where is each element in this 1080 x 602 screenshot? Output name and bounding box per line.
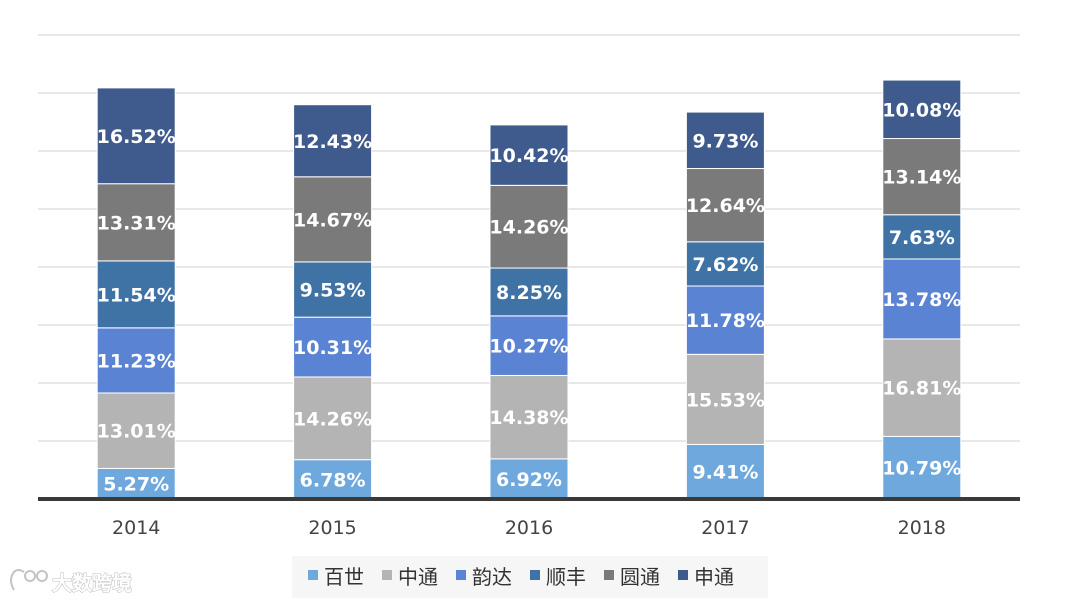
bars: 5.27% 13.01% 11.23% 11.54% 13.31% 16.52% 6.78%… <box>96 79 962 500</box>
bar-segment <box>882 138 962 216</box>
data-label: 14.67% <box>293 209 372 231</box>
legend-entry: 韵达 <box>472 565 512 589</box>
legend-swatch <box>382 570 392 580</box>
data-label: 16.81% <box>882 378 961 400</box>
legend-swatch <box>604 570 614 580</box>
legend-swatch <box>456 570 466 580</box>
data-label: 15.53% <box>686 389 765 411</box>
bar-segment <box>293 316 373 378</box>
x-tick-label: 2015 <box>308 517 356 539</box>
bar-segment <box>685 168 765 243</box>
data-label: 12.43% <box>293 131 372 153</box>
data-label: 10.08% <box>882 99 961 121</box>
data-label: 5.27% <box>103 474 169 496</box>
data-label: 13.31% <box>97 212 176 234</box>
bar-segment <box>685 285 765 355</box>
data-label: 14.26% <box>489 217 568 239</box>
bar-segment <box>96 260 176 329</box>
legend-entry: 申通 <box>694 565 734 589</box>
bar-segment <box>293 376 373 461</box>
bar-segment <box>882 258 962 340</box>
x-tick-labels: 2014 2015 2016 2017 2018 <box>112 517 946 539</box>
bar-segment <box>489 124 569 186</box>
bar-segment <box>96 183 176 262</box>
x-tick-label: 2018 <box>898 517 946 539</box>
data-label: 10.79% <box>882 458 961 480</box>
bar-segment <box>96 327 176 394</box>
data-label: 13.78% <box>882 289 961 311</box>
bar-segment <box>96 467 176 500</box>
data-label: 14.26% <box>293 408 372 430</box>
bar-segment <box>293 104 373 178</box>
data-label: 10.27% <box>489 336 568 358</box>
bar-segment <box>293 176 373 263</box>
bar-segment <box>685 353 765 445</box>
x-tick-label: 2016 <box>505 517 553 539</box>
x-tick-label: 2017 <box>701 517 749 539</box>
bar-segment <box>685 443 765 500</box>
bar-segment <box>685 111 765 170</box>
data-label: 13.14% <box>882 167 961 189</box>
watermark-logo-icon <box>10 569 48 591</box>
data-label: 8.25% <box>496 282 562 304</box>
bar-segment <box>882 79 962 140</box>
bar-segment <box>882 214 962 260</box>
legend-entry: 顺丰 <box>546 565 586 589</box>
bar-segment <box>96 392 176 469</box>
data-label: 7.62% <box>692 254 758 276</box>
legend-swatch <box>308 570 318 580</box>
legend-entry: 圆通 <box>620 565 660 589</box>
data-label: 16.52% <box>97 126 176 148</box>
data-label: 6.92% <box>496 469 562 491</box>
data-label: 9.73% <box>692 130 758 152</box>
bar-segment <box>882 435 962 500</box>
data-label: 9.53% <box>300 280 366 302</box>
data-label: 10.42% <box>489 145 568 167</box>
data-label: 14.38% <box>489 407 568 429</box>
data-label: 11.23% <box>97 350 176 372</box>
bar-segment <box>489 184 569 269</box>
data-label: 9.41% <box>692 462 758 484</box>
data-label: 12.64% <box>686 195 765 217</box>
data-label: 7.63% <box>889 227 955 249</box>
watermark-text: 大数跨境 <box>52 571 132 595</box>
x-tick-label: 2014 <box>112 517 160 539</box>
data-label: 11.78% <box>686 310 765 332</box>
legend-entry: 中通 <box>398 565 438 589</box>
bar-segment <box>96 87 176 185</box>
watermark: 大数跨境 <box>10 569 133 596</box>
data-label: 11.54% <box>97 284 176 306</box>
legend: 百世 中通 韵达 顺丰 圆通 申通 <box>292 556 768 598</box>
bar-segment <box>293 261 373 318</box>
data-label: 10.31% <box>293 337 372 359</box>
data-label: 13.01% <box>97 421 176 443</box>
legend-swatch <box>678 570 688 580</box>
legend-entry: 百世 <box>324 565 364 589</box>
legend-swatch <box>530 570 540 580</box>
bar-segment <box>882 338 962 437</box>
data-label: 6.78% <box>300 469 366 491</box>
